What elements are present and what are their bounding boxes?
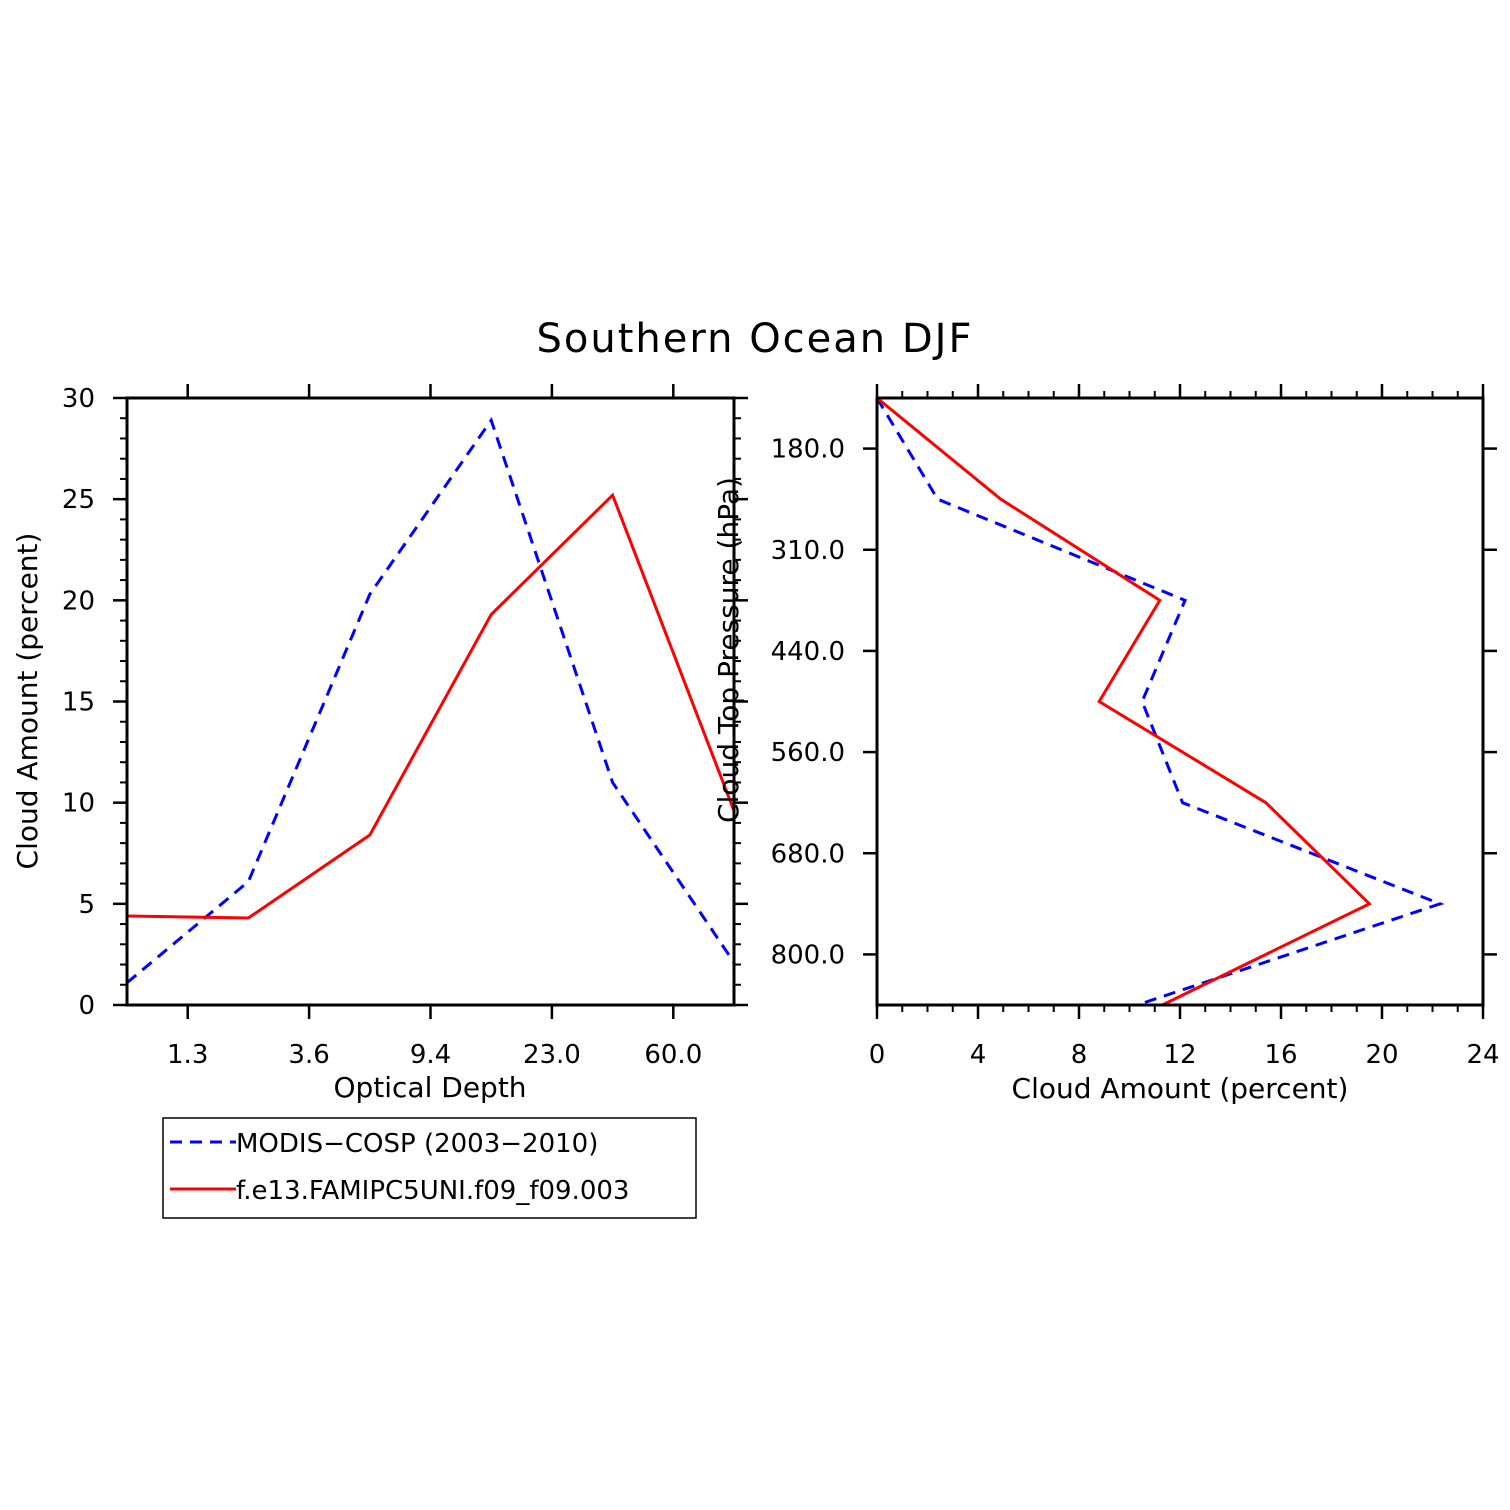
right-y-tick-label: 680.0 <box>771 839 845 869</box>
left-x-tick-label: 1.3 <box>167 1040 208 1070</box>
legend-label-model: f.e13.FAMIPC5UNI.f09_f09.003 <box>236 1176 629 1206</box>
legend: MODIS−COSP (2003−2010) f.e13.FAMIPC5UNI.… <box>162 1117 697 1219</box>
right-y-tick-label: 800.0 <box>771 940 845 970</box>
left-x-tick-label: 3.6 <box>288 1040 329 1070</box>
left-y-tick-label: 25 <box>62 485 95 515</box>
left-y-tick-label: 10 <box>62 789 95 819</box>
left-series-line-0 <box>126 416 736 984</box>
right-y-axis-label: Cloud Top Pressure (hPa) <box>712 477 745 823</box>
left-x-tick-label: 9.4 <box>410 1040 451 1070</box>
right-x-tick-label: 8 <box>1071 1040 1088 1070</box>
right-x-axis-label: Cloud Amount (percent) <box>1012 1072 1349 1105</box>
right-series-group <box>875 396 1445 1007</box>
right-y-tick-label: 560.0 <box>771 738 845 768</box>
right-y-tick-label: 440.0 <box>771 637 845 667</box>
left-y-axis-label: Cloud Amount (percent) <box>11 533 44 870</box>
left-y-tick-label: 0 <box>78 991 95 1021</box>
left-x-tick-label: 60.0 <box>644 1040 702 1070</box>
left-series-line-1 <box>126 492 736 920</box>
right-panel-pressure: 0 4 8 12 16 20 24 180.0 310.0 440.0 560.0 680.0 800.… <box>712 384 1500 1105</box>
left-x-tick-label: 23.0 <box>523 1040 581 1070</box>
right-series-line-0 <box>875 397 1445 1007</box>
right-y-tick-label: 180.0 <box>771 435 845 465</box>
figure-title: Southern Ocean DJF <box>537 316 974 362</box>
left-series-group <box>126 416 736 984</box>
left-y-tick-label: 20 <box>62 586 95 616</box>
legend-label-obs: MODIS−COSP (2003−2010) <box>236 1129 598 1159</box>
right-x-tick-label: 4 <box>970 1040 987 1070</box>
right-x-tick-label: 24 <box>1466 1040 1499 1070</box>
left-ticks-group: 0 5 10 15 20 25 30 1.3 3.6 9.4 23.0 60.0 <box>62 384 748 1070</box>
left-panel-optical-depth: 0 5 10 15 20 25 30 1.3 3.6 9.4 23.0 60.0 Optical De… <box>11 384 748 1104</box>
right-x-tick-label: 12 <box>1163 1040 1196 1070</box>
right-x-tick-label: 20 <box>1365 1040 1398 1070</box>
right-x-tick-label: 16 <box>1264 1040 1297 1070</box>
right-x-tick-label: 0 <box>869 1040 886 1070</box>
left-y-tick-label: 15 <box>62 688 95 718</box>
left-y-tick-label: 5 <box>78 890 95 920</box>
left-plot-frame <box>125 396 736 1007</box>
right-ticks-group: 0 4 8 12 16 20 24 180.0 310.0 440.0 560.0 680.0 800.… <box>771 384 1500 1070</box>
legend-box <box>162 1117 697 1219</box>
left-y-tick-label: 30 <box>62 384 95 414</box>
left-x-axis-label: Optical Depth <box>333 1071 526 1104</box>
right-y-tick-label: 310.0 <box>771 536 845 566</box>
right-plot-frame <box>875 396 1485 1007</box>
right-series-line-1 <box>876 396 1372 1007</box>
